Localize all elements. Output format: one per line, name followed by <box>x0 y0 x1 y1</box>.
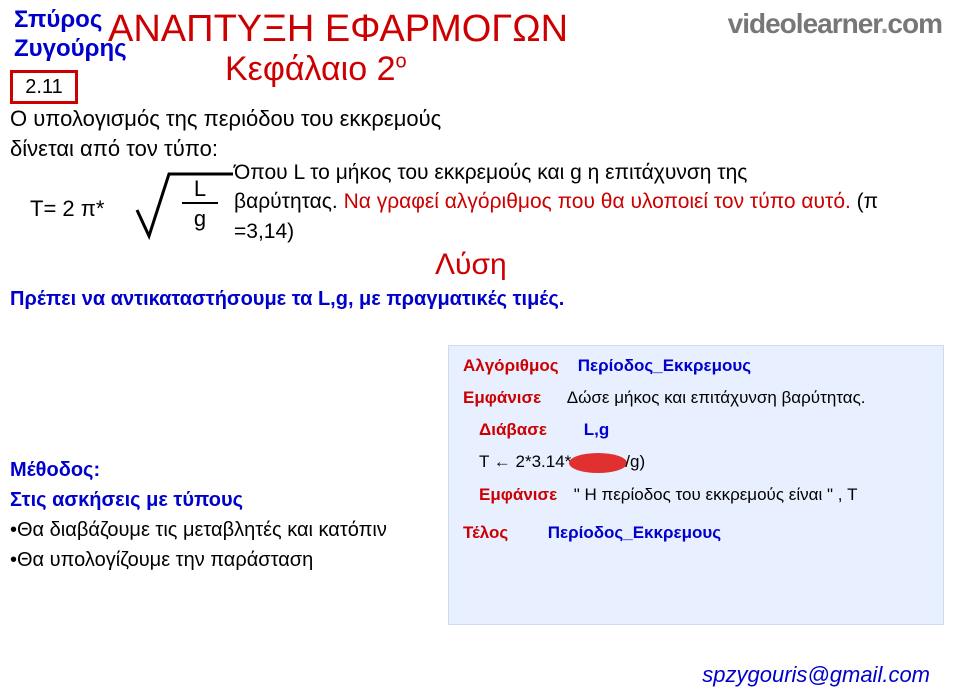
algo-row-5: Εμφάνισε " Η περίοδος του εκκρεμούς είνα… <box>463 485 929 505</box>
chapter-sup: ο <box>396 51 407 73</box>
algo-row-2: Εμφάνισε Δώσε μήκος και επιτάχυνση βαρύτ… <box>463 388 929 408</box>
chapter-text: Κεφάλαιο 2 <box>225 50 396 88</box>
assign-right: /g) <box>625 452 645 471</box>
method-l3: •Θα υπολογίζουμε την παράσταση <box>10 549 313 571</box>
solution-heading: Λύση <box>435 248 507 282</box>
hidden-oval-icon <box>569 453 627 473</box>
algo-result: " Η περίοδος του εκκρεμούς είναι " , T <box>574 485 858 504</box>
description: Όπου L το μήκος του εκκρεμούς και g η επ… <box>234 158 934 246</box>
method-head: Μέθοδος: <box>10 459 100 481</box>
kw-end: Τέλος <box>463 523 543 543</box>
kw-show1: Εμφάνισε <box>463 388 563 408</box>
algo-vars: L,g <box>584 420 610 439</box>
desc-b: βαρύτητας. <box>234 190 344 213</box>
algo-prompt: Δώσε μήκος και επιτάχυνση βαρύτητας. <box>567 388 866 407</box>
assign-left: T ← 2*3.14* <box>479 452 571 471</box>
author-line1: Σπύρος <box>14 6 102 33</box>
replace-note: Πρέπει να αντικαταστήσουμε τα L,g, με πρ… <box>10 288 564 311</box>
main-title: ΑΝΑΠΤΥΞΗ ΕΦΑΡΜΟΓΩΝ <box>108 8 568 51</box>
kw-show2: Εμφάνισε <box>479 485 569 505</box>
intro-l2: δίνεται από τον τύπο: <box>10 136 218 161</box>
kw-read: Διάβασε <box>479 420 579 440</box>
desc-red: Να γραφεί αλγόριθμος που θα υλοποιεί τον… <box>344 190 851 213</box>
formula: T= 2 π* L g <box>10 168 230 248</box>
contact-email: spzygouris@gmail.com <box>702 662 930 688</box>
chapter-title: Κεφάλαιο 2ο <box>225 50 407 89</box>
algorithm-box: Αλγόριθμος Περίοδος_Εκκρεμους Εμφάνισε Δ… <box>448 345 944 625</box>
algo-row-6: Τέλος Περίοδος_Εκκρεμους <box>463 523 929 543</box>
fraction: L g <box>182 176 218 232</box>
algo-row-1: Αλγόριθμος Περίοδος_Εκκρεμους <box>463 356 929 376</box>
site-logo: videolearner.com <box>624 8 942 48</box>
fraction-den: g <box>182 204 218 232</box>
desc-a: Όπου L το μήκος του εκκρεμούς και g η επ… <box>234 161 747 184</box>
logo-b: com <box>887 8 942 39</box>
kw-algorithm: Αλγόριθμος <box>463 356 573 376</box>
logo-a: videolearner <box>728 8 881 39</box>
section-number: 2.11 <box>10 70 78 104</box>
intro-l1: Ο υπολογισμός της περιόδου του εκκρεμούς <box>10 106 441 131</box>
formula-t: T= 2 π* <box>30 196 105 222</box>
intro-text: Ο υπολογισμός της περιόδου του εκκρεμούς… <box>10 104 441 163</box>
method-block: Μέθοδος: Στις ασκήσεις με τύπους •Θα δια… <box>10 455 387 575</box>
algo-name: Περίοδος_Εκκρεμους <box>578 356 751 375</box>
fraction-num: L <box>182 176 218 204</box>
method-l2: •Θα διαβάζουμε τις μεταβλητές και κατόπι… <box>10 519 387 541</box>
algo-row-4: T ← 2*3.14* /g) <box>463 452 929 473</box>
algo-name2: Περίοδος_Εκκρεμους <box>548 523 721 542</box>
method-l1: Στις ασκήσεις με τύπους <box>10 489 243 511</box>
algo-row-3: Διάβασε L,g <box>463 420 929 440</box>
